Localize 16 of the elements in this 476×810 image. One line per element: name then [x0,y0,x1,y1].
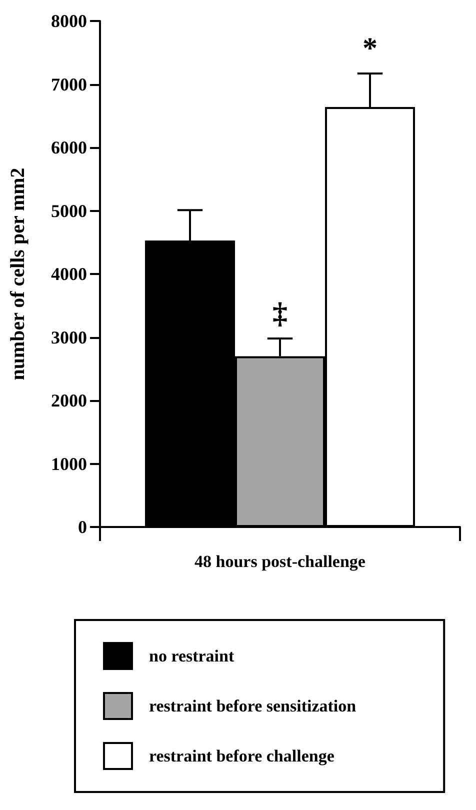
y-tick-label: 5000 [51,200,87,221]
legend-label: no restraint [149,646,234,666]
annotation: ‡ [272,297,288,330]
annotation: * [362,32,378,65]
y-tick-label: 3000 [51,327,87,348]
y-tick-label: 6000 [51,138,87,158]
y-tick-label: 7000 [51,74,87,94]
y-tick-label: 8000 [51,11,87,31]
y-tick-label: 1000 [51,454,87,474]
y-tick-label: 4000 [51,264,87,284]
y-tick-label: 0 [78,517,87,537]
y-axis-title: number of cells per mm2 [7,168,29,380]
legend-label: restraint before sensitization [149,696,357,716]
x-axis-title: 48 hours post-challenge [194,552,366,571]
legend-label: restraint before challenge [149,746,335,766]
y-tick-label: 2000 [51,390,87,410]
